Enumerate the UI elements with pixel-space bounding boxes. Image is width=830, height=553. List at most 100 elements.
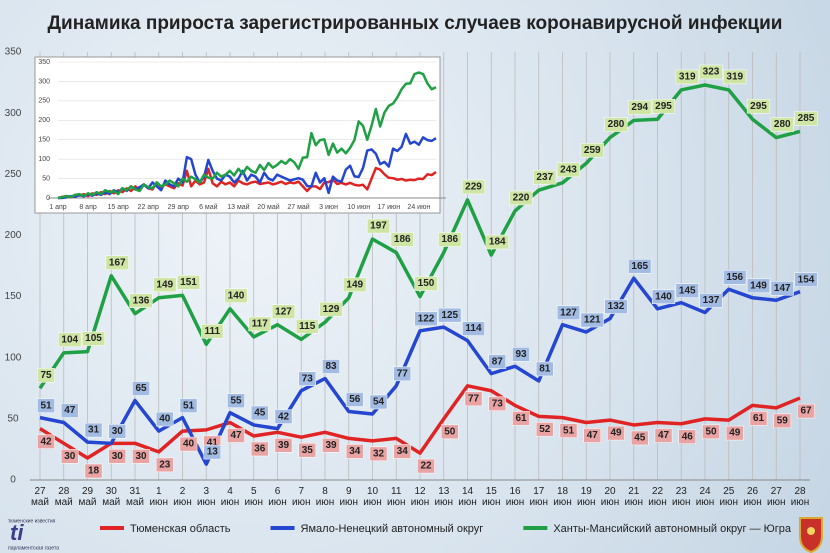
y-tick-label: 200 <box>5 230 22 241</box>
value-label: 49 <box>607 425 625 441</box>
value-label: 114 <box>462 321 485 336</box>
value-label-text: 121 <box>584 315 601 326</box>
x-tick-label: 31 май <box>125 486 145 508</box>
value-label-text: 137 <box>703 295 720 306</box>
value-label-box <box>250 441 269 457</box>
value-label-text: 127 <box>560 307 577 318</box>
value-label-text: 47 <box>658 430 670 441</box>
value-label: 115 <box>295 319 319 334</box>
value-label: 117 <box>248 316 272 332</box>
value-label-text: 83 <box>325 361 337 372</box>
value-label: 13 <box>203 444 222 460</box>
value-label-box <box>132 381 150 396</box>
value-label: 111 <box>201 324 224 339</box>
value-label: 30 <box>60 449 79 464</box>
value-label-text: 295 <box>750 101 767 112</box>
value-label-box <box>604 117 628 132</box>
value-label: 83 <box>322 359 340 374</box>
value-label-box <box>512 347 530 362</box>
logo-top: тюменские известия <box>8 518 56 524</box>
x-tick-label: 21 июн <box>624 486 644 508</box>
value-label-box <box>675 283 699 298</box>
value-label-text: 220 <box>513 193 530 204</box>
value-label-text: 125 <box>441 310 458 321</box>
value-label-box <box>414 276 438 291</box>
value-label-text: 294 <box>631 102 648 113</box>
value-label-box <box>628 258 652 274</box>
value-label-text: 45 <box>634 433 646 444</box>
value-label: 295 <box>651 99 676 114</box>
value-label: 129 <box>319 302 343 317</box>
value-label: 39 <box>322 438 340 453</box>
value-label-box <box>60 403 79 418</box>
value-label-box <box>440 424 459 440</box>
value-label: 46 <box>678 429 697 444</box>
value-label: 149 <box>153 277 177 293</box>
value-label-box <box>628 100 652 115</box>
x-tick-label: 27 май <box>30 486 50 508</box>
value-label-box <box>509 190 533 206</box>
value-label-text: 73 <box>302 373 314 384</box>
value-label-text: 140 <box>655 291 672 302</box>
value-label-box <box>274 438 293 453</box>
value-label-text: 140 <box>228 290 245 301</box>
value-label-text: 34 <box>349 446 361 457</box>
value-label: 167 <box>105 255 129 271</box>
value-label-text: 42 <box>278 411 290 422</box>
value-label-text: 186 <box>394 234 411 245</box>
value-label: 67 <box>797 403 815 419</box>
y-tick-label: 200 <box>38 117 50 124</box>
value-label-text: 197 <box>370 221 387 232</box>
value-label: 136 <box>129 293 153 308</box>
value-label-box <box>58 332 82 348</box>
value-label: 125 <box>438 307 462 323</box>
value-label-text: 319 <box>679 72 696 83</box>
value-label-text: 34 <box>397 446 409 457</box>
value-label-text: 149 <box>156 279 173 290</box>
value-label: 47 <box>60 403 79 418</box>
value-label-box <box>630 430 649 446</box>
x-tick-label: 29 апр <box>168 204 189 211</box>
value-label-text: 51 <box>563 425 575 436</box>
value-label: 75 <box>37 368 55 383</box>
x-tick-label: 20 июн <box>600 486 620 508</box>
value-label: 285 <box>794 111 818 126</box>
value-label: 140 <box>224 288 248 304</box>
value-label-text: 56 <box>349 394 361 405</box>
value-label-text: 65 <box>135 383 147 394</box>
legend-label: Тюменская область <box>130 523 231 535</box>
value-label-text: 30 <box>135 451 147 462</box>
series-line <box>39 276 801 466</box>
x-tick-label: 13 июн <box>434 486 454 508</box>
value-label: 229 <box>461 179 486 195</box>
value-label: 295 <box>746 99 771 114</box>
y-tick-label: 0 <box>10 475 16 486</box>
x-tick-label: 9 июн <box>339 486 359 508</box>
value-label-box <box>533 169 557 185</box>
coat-of-arms <box>799 517 823 553</box>
value-label-box <box>559 423 578 438</box>
value-label-box <box>794 111 818 126</box>
y-tick-label: 250 <box>5 169 22 180</box>
x-tick-label: 30 май <box>102 486 121 508</box>
value-label: 49 <box>725 425 744 441</box>
value-label: 50 <box>440 424 459 440</box>
value-label: 319 <box>675 69 699 85</box>
value-label: 149 <box>343 277 367 293</box>
value-label-text: 243 <box>560 164 577 175</box>
value-label-text: 127 <box>275 306 292 317</box>
value-label: 165 <box>628 258 652 274</box>
value-label: 132 <box>604 299 628 314</box>
value-label-box <box>322 438 340 453</box>
x-tick-label: 6 июн <box>268 486 287 508</box>
value-label-text: 30 <box>112 451 124 462</box>
value-label-text: 150 <box>418 278 435 289</box>
value-label: 151 <box>176 275 201 290</box>
value-label-box <box>369 394 388 410</box>
value-label-text: 42 <box>40 436 52 447</box>
x-tick-label: 16 июн <box>505 486 525 508</box>
value-label-text: 55 <box>230 395 242 406</box>
value-label: 280 <box>770 117 794 132</box>
value-label-box <box>488 354 507 369</box>
value-label-text: 75 <box>40 370 52 381</box>
